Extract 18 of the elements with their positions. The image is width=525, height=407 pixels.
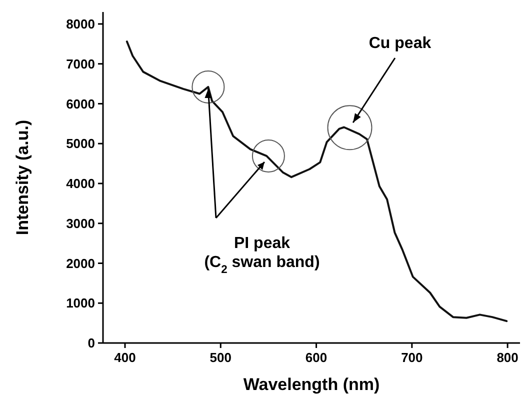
x-tick-label: 800 bbox=[496, 350, 518, 365]
y-tick-label: 2000 bbox=[66, 256, 95, 271]
x-tick-label: 700 bbox=[401, 350, 423, 365]
y-tick-label: 1000 bbox=[66, 296, 95, 311]
annotation: PI peak (C$_{2}$ swan band) bbox=[204, 235, 320, 276]
annotation: Cu peak bbox=[368, 35, 432, 52]
y-tick-label: 5000 bbox=[66, 136, 95, 152]
y-tick-label: 8000 bbox=[66, 16, 95, 32]
x-tick-label: 500 bbox=[210, 350, 232, 365]
y-tick-label: 0 bbox=[88, 336, 95, 351]
x-tick-label: 600 bbox=[305, 350, 328, 365]
y-tick-label: 4000 bbox=[66, 176, 95, 192]
y-tick-label: 6000 bbox=[66, 96, 95, 112]
x-tick-label: 400 bbox=[114, 350, 136, 365]
y-axis-title: Intensity (a.u.) bbox=[13, 120, 32, 236]
y-tick-label: 7000 bbox=[66, 56, 95, 72]
y-tick-label: 3000 bbox=[66, 216, 95, 231]
x-axis-title: Wavelength (nm) bbox=[243, 375, 380, 394]
